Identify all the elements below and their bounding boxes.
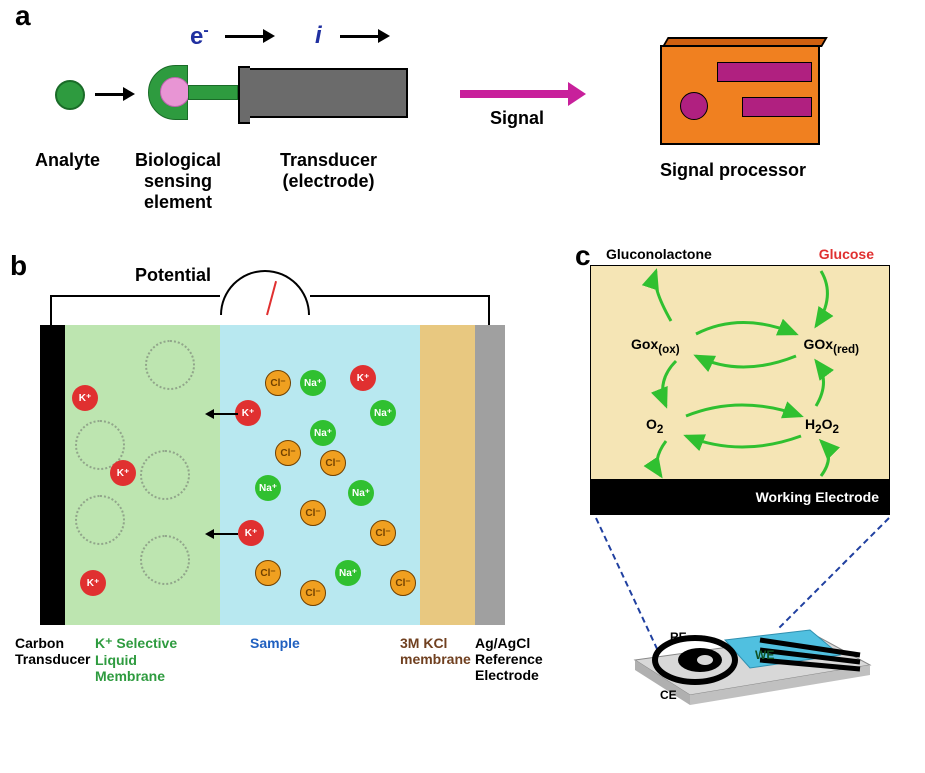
panel-a-label: a: [15, 0, 31, 32]
meter-icon: [220, 270, 310, 315]
kcl-label: 3M KClmembrane: [400, 635, 471, 667]
k-membrane-label: K⁺ SelectiveLiquidMembrane: [95, 635, 177, 684]
k-ion: K⁺: [80, 570, 106, 596]
bio-binding-icon: [160, 77, 190, 107]
panel-c: c Gluconolactone Glucose Gox(ox) GOx(red…: [560, 250, 920, 770]
na-ion: Na⁺: [348, 480, 374, 506]
e-symbol: e-: [190, 22, 209, 51]
carbon-layer: [40, 325, 65, 625]
chip-icon: [615, 580, 875, 720]
working-electrode-label: Working Electrode: [591, 479, 889, 514]
re-label: RE: [670, 630, 687, 644]
signal-label: Signal: [490, 108, 544, 129]
cl-ion: Cl⁻: [265, 370, 291, 396]
crown-ether-icon: [145, 340, 195, 390]
arrow-icon: [213, 413, 238, 415]
sample-label: Sample: [250, 635, 300, 651]
wire-icon: [310, 295, 490, 325]
k-ion: K⁺: [350, 365, 376, 391]
panel-c-label: c: [575, 240, 591, 272]
bio-label: Biological sensing element: [135, 150, 221, 213]
arrow-icon: [213, 533, 238, 535]
na-ion: Na⁺: [335, 560, 361, 586]
transducer-label: Transducer (electrode): [280, 150, 377, 192]
i-symbol: i: [315, 22, 322, 50]
arrow-icon: [225, 35, 265, 38]
na-ion: Na⁺: [310, 420, 336, 446]
cl-ion: Cl⁻: [370, 520, 396, 546]
na-ion: Na⁺: [300, 370, 326, 396]
we-label: WE: [755, 648, 774, 662]
enzyme-box: Gluconolactone Glucose Gox(ox) GOx(red) …: [590, 265, 890, 515]
k-ion: K⁺: [235, 400, 261, 426]
cl-ion: Cl⁻: [390, 570, 416, 596]
bio-stem-icon: [188, 85, 238, 100]
crown-ether-icon: [75, 495, 125, 545]
cl-ion: Cl⁻: [275, 440, 301, 466]
kcl-layer: [420, 325, 475, 625]
arrow-icon: [340, 35, 380, 38]
cl-ion: Cl⁻: [255, 560, 281, 586]
k-ion: K⁺: [72, 385, 98, 411]
glucose-label: Glucose: [819, 246, 874, 262]
signal-processor-icon: [660, 45, 820, 145]
analyte-icon: [55, 80, 85, 110]
reaction-arrows-icon: [591, 266, 891, 481]
cl-ion: Cl⁻: [320, 450, 346, 476]
signal-arrow-icon: [460, 90, 570, 98]
ce-label: CE: [660, 688, 677, 702]
arrow-icon: [95, 93, 125, 96]
wire-icon: [50, 295, 220, 325]
ref-label: Ag/AgClReferenceElectrode: [475, 635, 543, 683]
k-ion: K⁺: [110, 460, 136, 486]
panel-a: a e- i Signal Analyte Biological sensing…: [0, 0, 925, 230]
potential-label: Potential: [135, 265, 211, 286]
na-ion: Na⁺: [370, 400, 396, 426]
k-ion: K⁺: [238, 520, 264, 546]
crown-ether-icon: [140, 535, 190, 585]
na-ion: Na⁺: [255, 475, 281, 501]
processor-label: Signal processor: [660, 160, 806, 181]
gluconolactone-label: Gluconolactone: [606, 246, 712, 262]
cl-ion: Cl⁻: [300, 580, 326, 606]
cl-ion: Cl⁻: [300, 500, 326, 526]
panel-b-label: b: [10, 250, 27, 282]
crown-ether-icon: [140, 450, 190, 500]
carbon-label: CarbonTransducer: [15, 635, 90, 667]
panel-b: b Potential K⁺K⁺K⁺K⁺K⁺K⁺Cl⁻Cl⁻Cl⁻Cl⁻Cl⁻C…: [0, 250, 540, 770]
ref-electrode-layer: [475, 325, 505, 625]
transducer-icon: [248, 68, 408, 118]
analyte-label: Analyte: [35, 150, 100, 171]
